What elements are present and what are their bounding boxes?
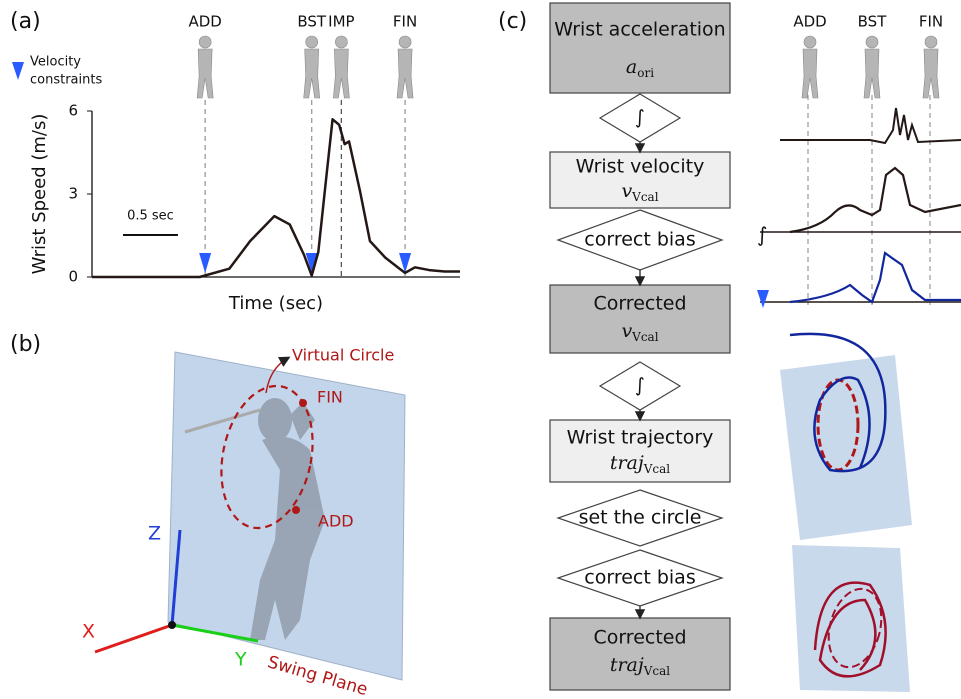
fin-point [299, 399, 307, 407]
icon-head [335, 36, 347, 48]
symbol: traj [610, 654, 644, 676]
node-text: correct bias [584, 229, 695, 251]
icon-body [864, 49, 880, 98]
legend-text: constraints [30, 73, 102, 88]
golfer-icon [333, 36, 349, 98]
event-label: BST [297, 13, 327, 31]
origin [168, 621, 176, 629]
constraint-marker [757, 290, 769, 308]
icon-head [399, 36, 411, 48]
node-text: Wrist acceleration [554, 19, 725, 41]
node-text: Wrist trajectory [567, 427, 714, 449]
y-axis-label: Wrist Speed (m/s) [29, 114, 50, 275]
golfer-icon [397, 36, 413, 98]
subscript: Vcal [631, 190, 659, 204]
golfer-icon [923, 36, 939, 98]
subscript: Vcal [631, 330, 659, 344]
panel-b: (b) Virtual Circle FIN ADD Z X Y Swing P… [10, 332, 405, 695]
integral-mark: ∫ [757, 223, 767, 247]
symbol: v [621, 180, 632, 202]
phase-label: FIN [919, 13, 943, 31]
symbol: a [626, 56, 637, 78]
add-label: ADD [318, 512, 354, 531]
event-label: FIN [393, 13, 417, 31]
golfer-icon [864, 36, 880, 98]
icon-body [197, 49, 213, 98]
z-label: Z [148, 523, 161, 545]
legend-text: Velocity [30, 55, 81, 70]
y-tick-label: 6 [68, 102, 78, 120]
icon-head [306, 36, 318, 48]
subscript: Vcal [643, 664, 671, 678]
fin-label: FIN [317, 388, 343, 407]
y-label: Y [234, 649, 247, 671]
node-text: Corrected [593, 627, 686, 649]
symbol: v [621, 320, 632, 342]
golfer-icon [802, 36, 818, 98]
icon-body [304, 49, 320, 98]
panel-c: (c) Wrist acceleration aori ∫ Wrist velo… [498, 3, 961, 692]
icon-body [397, 49, 413, 98]
scale-bar-label: 0.5 sec [127, 209, 174, 224]
x-label: X [82, 621, 95, 643]
phase-label: ADD [793, 13, 826, 31]
legend-marker [12, 62, 24, 80]
icon-body [333, 49, 349, 98]
golfer-icon [304, 36, 320, 98]
node-text: Wrist velocity [576, 156, 705, 178]
velocity-trace [790, 168, 961, 232]
event-label: ADD [188, 13, 221, 31]
add-point [292, 506, 300, 514]
node-text: Corrected [593, 293, 686, 315]
icon-body [802, 49, 818, 98]
symbol: traj [610, 452, 644, 474]
x-axis-label: Time (sec) [228, 293, 323, 314]
figure: (a) Velocity constraints 0 3 6 Wrist Speed … [0, 0, 961, 695]
subscript: Vcal [643, 462, 671, 476]
panel-label: (c) [498, 9, 527, 34]
panel-label: (a) [10, 9, 41, 34]
x-axis [95, 625, 172, 652]
phase-label: BST [858, 13, 888, 31]
event-label: IMP [328, 13, 354, 31]
flow-box [550, 3, 730, 93]
icon-head [925, 36, 937, 48]
icon-head [199, 36, 211, 48]
icon-head [866, 36, 878, 48]
corrected-trace [790, 253, 961, 302]
subscript: ori [637, 66, 654, 80]
node-text: ∫ [635, 375, 645, 397]
panel-a: (a) Velocity constraints 0 3 6 Wrist Speed … [10, 9, 460, 314]
node-text: ∫ [635, 107, 645, 129]
plane-thumbnail [780, 355, 912, 540]
acceleration-trace [780, 108, 961, 143]
velocity-constraint [199, 253, 211, 273]
icon-body [923, 49, 939, 98]
y-tick-label: 3 [68, 185, 78, 203]
golfer-icon [197, 36, 213, 98]
circle-label: Virtual Circle [292, 346, 394, 365]
node-text: correct bias [584, 567, 695, 589]
icon-head [804, 36, 816, 48]
node-text: set the circle [579, 507, 702, 529]
plane-thumbnail [792, 545, 910, 692]
y-tick-label: 0 [68, 268, 78, 286]
panel-label: (b) [10, 332, 41, 357]
